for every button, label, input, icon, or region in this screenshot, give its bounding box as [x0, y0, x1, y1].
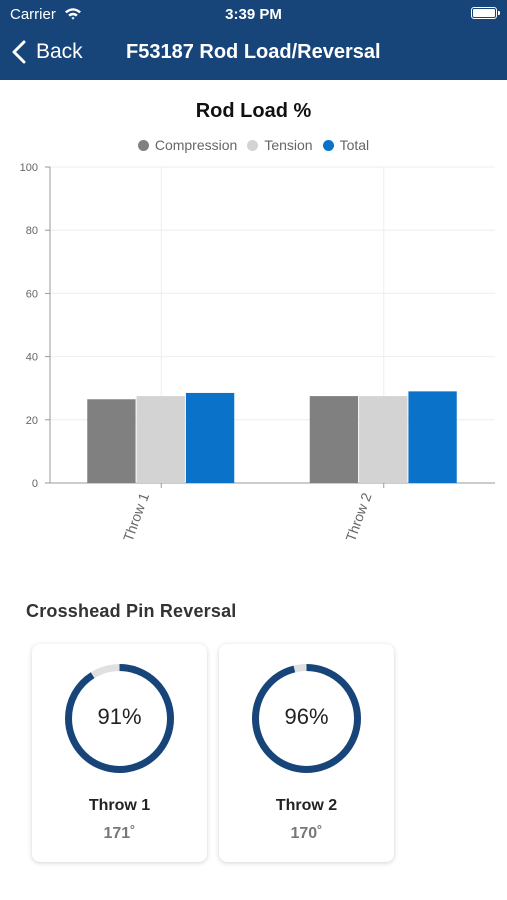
gauge-throw-2 [252, 664, 361, 773]
bar-total-2[interactable] [408, 391, 457, 483]
y-tick-label: 60 [26, 288, 38, 300]
legend-swatch-tension [247, 139, 259, 151]
x-tick-label: Throw 2 [342, 490, 374, 543]
chevron-left-icon [12, 40, 26, 64]
bar-total-1[interactable] [185, 392, 235, 483]
clock-label: 3:39 PM [225, 6, 282, 23]
rod-load-chart: 0 20 40 60 80 100 Throw 1 Throw 2 [20, 162, 495, 544]
degrees-value: 170˚ [290, 825, 323, 842]
degrees-value: 171˚ [103, 825, 136, 842]
legend-label-compression: Compression [154, 137, 238, 153]
legend-item-tension[interactable]: Tension [247, 137, 313, 153]
gauge-arc [65, 664, 174, 773]
y-tick-label: 100 [20, 162, 38, 174]
battery-icon [471, 7, 500, 19]
bar-tension-1[interactable] [136, 396, 185, 483]
wifi-icon [64, 7, 82, 24]
bar-compression-1[interactable] [87, 399, 136, 483]
legend-label-total: Total [339, 137, 370, 153]
gauge-percent: 96% [284, 704, 329, 729]
y-tick-label: 0 [32, 478, 38, 490]
back-button[interactable]: Back [12, 38, 83, 66]
bar-compression-2[interactable] [309, 396, 359, 483]
nav-bar: Carrier 3:39 PM Back F53187 Rod Load/Rev… [0, 0, 507, 80]
status-bar: Carrier 3:39 PM [0, 6, 507, 24]
reversal-card-throw-2: 96% Throw 2 170˚ [219, 644, 394, 862]
bar-tension-2[interactable] [359, 396, 408, 483]
back-label: Back [36, 40, 83, 63]
legend-swatch-total [322, 139, 334, 151]
section-title-reversal: Crosshead Pin Reversal [26, 601, 237, 621]
page-title: F53187 Rod Load/Reversal [126, 41, 381, 63]
gauge-arc [252, 664, 361, 773]
carrier-label: Carrier [10, 6, 56, 23]
x-tick-label: Throw 1 [120, 490, 152, 543]
gauge-throw-1 [65, 664, 174, 773]
y-tick-label: 80 [26, 225, 38, 237]
gauge-percent: 91% [97, 704, 142, 729]
chart-legend: Compression Tension Total [0, 137, 507, 153]
legend-label-tension: Tension [264, 137, 313, 153]
chart-title: Rod Load % [195, 100, 312, 122]
y-tick-label: 20 [26, 415, 38, 427]
y-tick-label: 40 [26, 352, 38, 364]
legend-item-compression[interactable]: Compression [137, 137, 238, 153]
reversal-card-throw-1: 91% Throw 1 171˚ [32, 644, 207, 862]
throw-label: Throw 2 [275, 797, 338, 814]
throw-label: Throw 1 [88, 797, 151, 814]
legend-swatch-compression [137, 139, 149, 151]
legend-item-total[interactable]: Total [322, 137, 370, 153]
